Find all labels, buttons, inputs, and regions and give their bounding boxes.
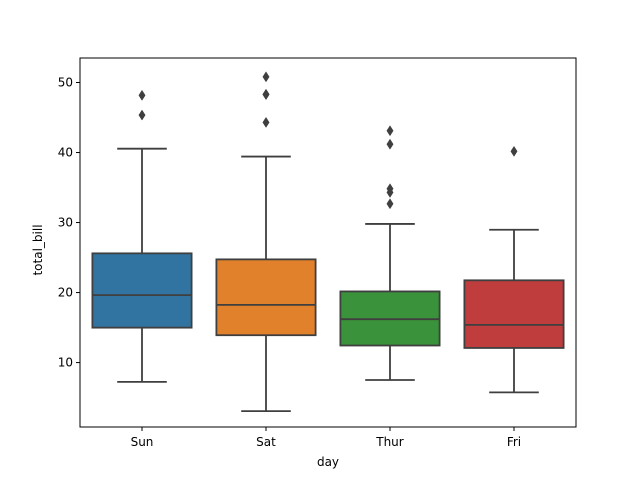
x-tick-label: Fri [507,435,521,449]
iqr-box [215,258,317,337]
y-tick-label: 20 [58,286,73,300]
y-tick-label: 10 [58,356,73,370]
outlier-point [138,89,146,101]
axes-frame [79,57,577,428]
x-tick-label: Sat [256,435,276,449]
box-group-sun [91,89,193,383]
x-tick-label: Sun [131,435,154,449]
x-tick-label: Thur [375,435,404,449]
outlier-point [138,109,146,121]
box-group-thur [339,125,441,381]
outlier-point [510,145,518,157]
outlier-point [386,198,394,210]
boxes [91,71,565,413]
y-axis-label: total_bill [31,224,45,275]
outlier-point [386,125,394,137]
outlier-point [386,138,394,150]
y-tick-label: 30 [58,216,73,230]
outlier-point [262,88,270,100]
iqr-box [463,279,565,349]
outlier-point [262,116,270,128]
box-group-sat [215,71,317,413]
iqr-box [91,252,193,329]
x-axis-label: day [317,455,339,469]
box-group-fri [463,145,565,394]
y-tick-label: 50 [58,76,73,90]
y-axis: 10 20 30 40 50 [58,76,80,370]
outlier-point [262,71,270,83]
y-tick-label: 40 [58,146,73,160]
x-axis: Sun Sat Thur Fri [131,427,521,449]
outlier-point [386,183,394,195]
